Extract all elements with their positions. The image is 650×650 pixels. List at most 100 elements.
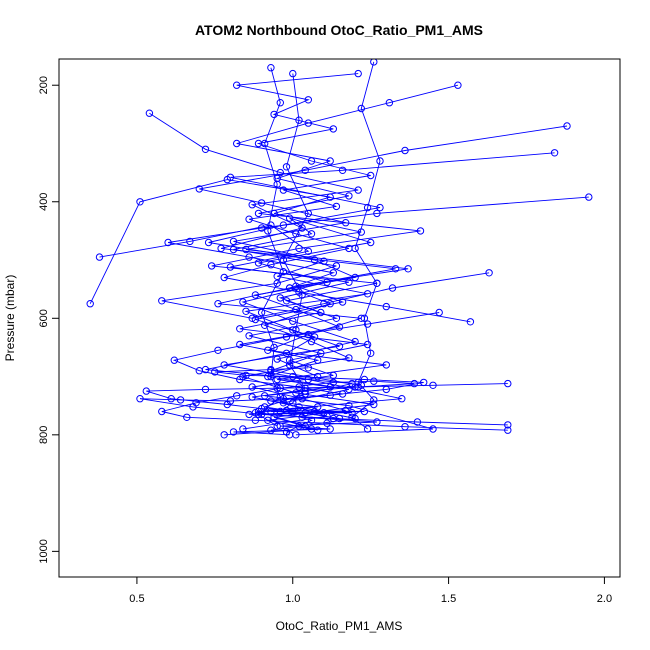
data-point: [273, 180, 281, 189]
data-point: [563, 122, 571, 130]
data-point: [285, 361, 294, 369]
series-line: [168, 196, 589, 431]
data-point: [385, 99, 394, 107]
data-point: [295, 422, 303, 430]
data-point: [242, 245, 250, 254]
data-point: [550, 149, 559, 157]
data-point: [145, 109, 154, 117]
data-point: [363, 203, 372, 212]
data-point: [326, 193, 334, 201]
data-point: [307, 157, 316, 165]
series-8: [220, 69, 475, 326]
series-15: [254, 64, 288, 430]
data-point: [301, 384, 309, 392]
data-point: [338, 298, 347, 306]
series-3: [204, 149, 559, 433]
data-point: [192, 399, 200, 407]
series-line: [161, 217, 490, 378]
data-point: [261, 139, 269, 148]
data-point: [360, 407, 369, 416]
data-point: [429, 381, 437, 389]
data-point: [229, 428, 238, 436]
data-point: [314, 356, 322, 364]
data-point: [167, 395, 175, 403]
data-point: [292, 431, 300, 439]
series-line: [89, 179, 409, 419]
data-point: [236, 375, 244, 384]
data-point: [276, 407, 284, 416]
data-point: [295, 116, 303, 124]
data-point: [226, 263, 235, 271]
data-point: [304, 247, 312, 256]
data-point: [292, 326, 300, 334]
data-point: [251, 315, 260, 324]
data-point: [304, 330, 312, 339]
data-point: [295, 403, 303, 411]
data-point: [504, 426, 512, 434]
data-point: [370, 396, 378, 404]
data-point: [420, 378, 428, 387]
series-14: [348, 59, 384, 433]
data-point: [382, 361, 390, 369]
data-point: [220, 273, 228, 282]
series-line: [149, 112, 396, 431]
data-point: [276, 99, 284, 107]
data-point: [239, 298, 247, 306]
data-point: [351, 337, 359, 346]
data-point: [264, 346, 272, 354]
series-10: [142, 379, 512, 419]
data-point: [273, 422, 281, 430]
data-point: [398, 395, 406, 403]
data-point: [317, 308, 325, 317]
data-point: [314, 372, 322, 381]
data-point: [329, 414, 337, 423]
series-line: [199, 125, 568, 427]
data-point: [214, 300, 222, 308]
data-point: [376, 157, 384, 165]
data-point: [429, 425, 437, 433]
data-point: [332, 314, 341, 322]
data-point: [270, 110, 278, 119]
data-point: [257, 199, 266, 207]
data-point: [363, 425, 372, 433]
data-point: [142, 387, 151, 395]
series-0: [208, 81, 462, 389]
series-line: [257, 67, 284, 427]
data-point: [226, 397, 235, 405]
data-point: [176, 396, 185, 404]
data-point: [233, 81, 241, 89]
data-point: [373, 279, 381, 287]
data-point: [248, 201, 256, 209]
data-point: [279, 256, 288, 264]
data-point: [214, 346, 222, 354]
data-point: [323, 278, 331, 286]
data-point: [273, 355, 281, 363]
data-point: [345, 402, 353, 410]
data-point: [310, 407, 319, 416]
data-point: [323, 419, 331, 427]
data-point: [267, 64, 275, 72]
data-point: [370, 377, 378, 385]
data-point: [158, 297, 166, 305]
x-tick-label: 0.5: [129, 593, 144, 605]
data-point: [158, 407, 166, 416]
data-point: [164, 238, 172, 247]
data-point: [254, 259, 263, 267]
data-point: [220, 431, 228, 439]
data-point: [276, 384, 284, 392]
data-point: [332, 202, 341, 211]
series-line: [146, 383, 508, 415]
series-line: [351, 61, 381, 430]
series-7: [158, 214, 493, 381]
data-point: [332, 262, 341, 270]
data-point: [301, 166, 309, 175]
data-point: [363, 340, 372, 349]
data-point: [289, 372, 297, 381]
data-point: [186, 237, 194, 246]
x-tick-label: 2.0: [597, 593, 612, 605]
data-point: [251, 416, 260, 424]
data-point: [326, 425, 334, 433]
data-point: [282, 349, 291, 357]
data-point: [354, 69, 362, 78]
data-point: [354, 378, 362, 387]
